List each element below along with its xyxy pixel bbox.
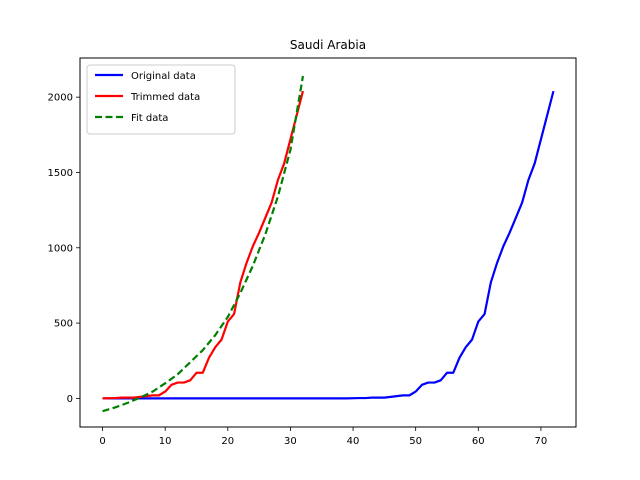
y-tick-label: 1000 — [48, 243, 73, 254]
x-tick-label: 50 — [409, 436, 422, 447]
y-tick-label: 2000 — [48, 93, 73, 104]
plot-area — [102, 75, 555, 413]
x-tick-label: 40 — [347, 436, 360, 447]
legend: Original data Trimmed data Fit data — [86, 64, 236, 135]
y-tick-label: 500 — [54, 319, 73, 330]
legend-label-3: Fit data — [131, 113, 168, 124]
x-tick-label: 20 — [221, 436, 234, 447]
x-tick-label: 60 — [472, 436, 485, 447]
x-tick-label: 10 — [159, 436, 172, 447]
x-tick-label: 70 — [535, 436, 548, 447]
x-tick-label: 0 — [99, 436, 105, 447]
chart-title: Saudi Arabia — [290, 38, 366, 52]
x-tick-label: 30 — [284, 436, 297, 447]
series-line-2 — [102, 90, 305, 400]
legend-label-1: Original data — [131, 71, 196, 82]
legend-label-2: Trimmed data — [130, 92, 200, 103]
y-tick-label: 1500 — [48, 168, 73, 179]
axes: 0 10 20 30 40 50 60 70 0 500 1000 1500 2000 — [48, 57, 577, 447]
series-line-1 — [102, 90, 555, 400]
axes-frame — [79, 57, 577, 428]
series-line-3 — [102, 75, 305, 413]
y-tick-label: 0 — [67, 394, 73, 405]
legend-box — [86, 64, 236, 135]
